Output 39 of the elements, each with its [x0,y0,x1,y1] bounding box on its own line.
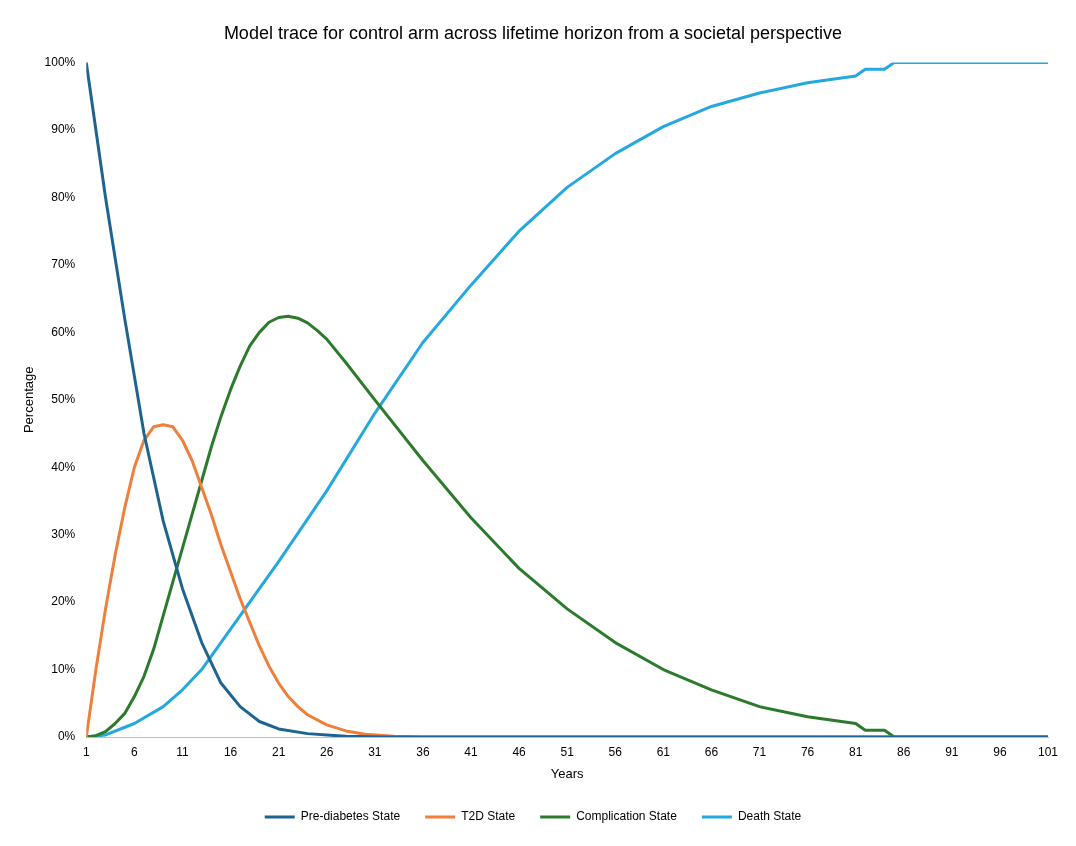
x-axis-title: Years [550,765,585,781]
legend-label: Death State [737,809,802,824]
y-tick-label: 0% [57,729,76,744]
y-tick-label: 20% [51,594,76,609]
y-tick-label: 50% [51,392,76,407]
x-tick-label: 101 [1037,744,1059,759]
chart-title: Model trace for control arm across lifetime horizon from a societal perspective [223,22,843,43]
x-tick-label: 16 [223,744,238,759]
y-tick-label: 10% [51,661,76,676]
x-tick-label: 71 [752,744,767,759]
legend-label: Pre-diabetes State [300,809,401,824]
x-tick-label: 46 [512,744,527,759]
x-tick-label: 6 [131,744,139,759]
y-tick-label: 90% [51,122,76,137]
legend-label: T2D State [461,809,516,824]
x-tick-label: 86 [897,744,911,759]
x-tick-label: 61 [656,744,671,759]
x-tick-label: 66 [704,744,719,759]
y-tick-label: 30% [51,526,76,541]
x-tick-label: 76 [800,744,815,759]
x-tick-label: 31 [368,744,382,759]
x-tick-label: 26 [320,744,334,759]
x-tick-label: 56 [608,744,623,759]
x-tick-label: 11 [176,744,190,759]
y-tick-label: 60% [51,324,76,339]
x-tick-label: 41 [464,744,478,759]
legend-label: Complication State [576,809,678,824]
y-axis-title: Percentage [21,366,37,434]
x-tick-label: 36 [416,744,430,759]
x-tick-label: 51 [560,744,575,759]
x-tick-label: 81 [848,744,863,759]
x-tick-label: 96 [993,744,1007,759]
y-tick-label: 70% [51,257,76,272]
y-tick-label: 80% [51,189,76,204]
x-tick-label: 91 [945,744,959,759]
x-tick-label: 21 [271,744,286,759]
y-tick-label: 40% [51,459,76,474]
y-tick-label: 100% [44,54,76,69]
x-tick-label: 1 [82,744,90,759]
